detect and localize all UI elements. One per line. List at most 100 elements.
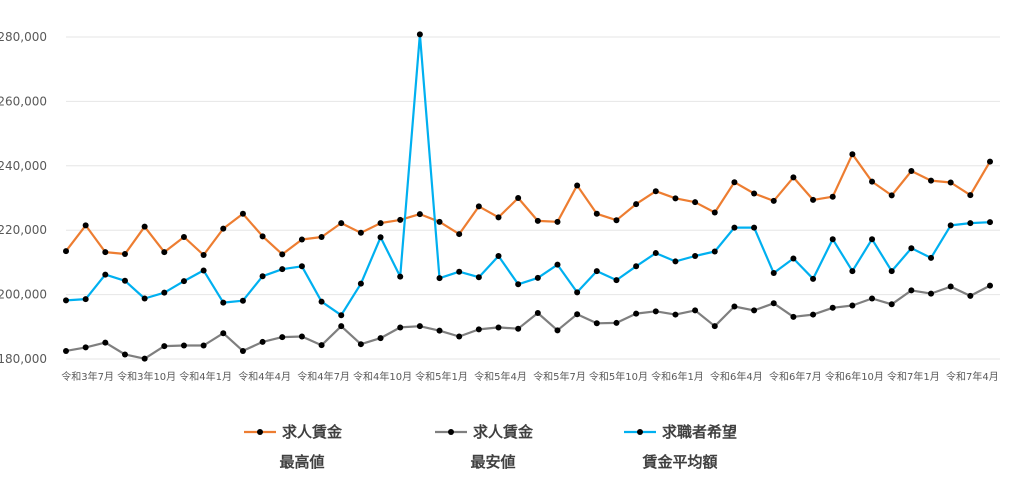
series-line: [65, 284, 991, 360]
data-point: [731, 224, 738, 231]
x-tick-label: 令和4年1月: [179, 370, 232, 383]
data-point: [692, 252, 699, 259]
data-point: [377, 335, 384, 342]
x-tick-label: 令和6年1月: [651, 370, 704, 383]
data-point: [554, 327, 561, 334]
data-point: [987, 219, 993, 226]
data-point: [416, 211, 423, 218]
series-1: [63, 282, 993, 362]
data-point: [161, 289, 168, 296]
data-point: [613, 277, 620, 284]
data-point: [456, 268, 463, 275]
data-point: [180, 342, 187, 349]
data-point: [259, 273, 266, 280]
data-point: [534, 217, 541, 224]
data-point: [554, 261, 561, 268]
data-point: [908, 167, 915, 174]
data-point: [593, 210, 600, 217]
data-point: [849, 302, 856, 309]
data-point: [593, 268, 600, 275]
data-point: [711, 248, 718, 255]
y-tick-label: 280,000: [0, 30, 47, 44]
data-point: [63, 248, 69, 255]
data-point: [810, 196, 817, 203]
data-point: [141, 295, 148, 302]
data-point: [672, 195, 679, 202]
data-point: [574, 182, 581, 189]
data-point: [869, 236, 876, 243]
data-point: [416, 323, 423, 330]
data-point: [711, 209, 718, 216]
data-point: [357, 229, 364, 236]
data-point: [967, 192, 974, 199]
data-point: [82, 344, 89, 351]
x-tick-label: 令和5年1月: [415, 370, 468, 383]
data-point: [751, 224, 758, 231]
data-point: [82, 296, 89, 303]
data-point: [121, 277, 128, 284]
data-point: [652, 188, 659, 195]
data-point: [790, 174, 797, 181]
data-point: [180, 278, 187, 285]
data-point: [102, 249, 109, 256]
data-point: [908, 245, 915, 252]
data-point: [357, 280, 364, 287]
data-point: [397, 273, 404, 280]
data-point: [338, 323, 345, 330]
data-point: [397, 324, 404, 331]
x-tick-label: 令和5年4月: [474, 370, 527, 383]
data-point: [731, 303, 738, 310]
data-point: [279, 266, 286, 273]
data-point: [298, 236, 305, 243]
data-point: [397, 216, 404, 223]
data-point: [869, 178, 876, 185]
data-point: [770, 300, 777, 307]
data-point: [239, 347, 246, 354]
gridlines: [66, 36, 1000, 360]
legend-sublabel: 最安値: [470, 453, 515, 471]
x-tick-label: 令和6年10月: [825, 370, 884, 383]
data-point: [200, 342, 207, 349]
data-point: [495, 252, 502, 259]
data-point: [947, 222, 954, 229]
data-point: [436, 327, 443, 334]
data-point: [298, 263, 305, 270]
data-point: [928, 254, 935, 261]
data-point: [456, 333, 463, 340]
data-point: [239, 297, 246, 304]
series-lines: [63, 31, 993, 362]
data-point: [829, 304, 836, 311]
data-point: [751, 307, 758, 314]
data-point: [259, 338, 266, 345]
data-point: [318, 233, 325, 240]
data-point: [515, 325, 522, 332]
x-tick-label: 令和3年7月: [61, 370, 114, 383]
data-point: [318, 342, 325, 349]
data-point: [751, 190, 758, 197]
data-point: [987, 158, 993, 165]
data-point: [692, 307, 699, 314]
data-point: [475, 274, 482, 281]
data-point: [141, 223, 148, 230]
data-point: [652, 308, 659, 315]
data-point: [593, 320, 600, 327]
data-point: [82, 222, 89, 229]
x-tick-label: 令和4年10月: [353, 370, 412, 383]
data-point: [180, 233, 187, 240]
data-point: [672, 311, 679, 318]
data-point: [613, 217, 620, 224]
data-point: [318, 298, 325, 305]
data-point: [849, 268, 856, 275]
data-point: [711, 323, 718, 330]
data-point: [436, 218, 443, 225]
data-point: [279, 251, 286, 258]
data-point: [810, 311, 817, 318]
series-2: [63, 31, 993, 319]
data-point: [652, 250, 659, 257]
data-point: [220, 330, 227, 337]
data-point: [554, 218, 561, 225]
data-point: [633, 263, 640, 270]
data-point: [102, 339, 109, 346]
data-point: [475, 203, 482, 210]
